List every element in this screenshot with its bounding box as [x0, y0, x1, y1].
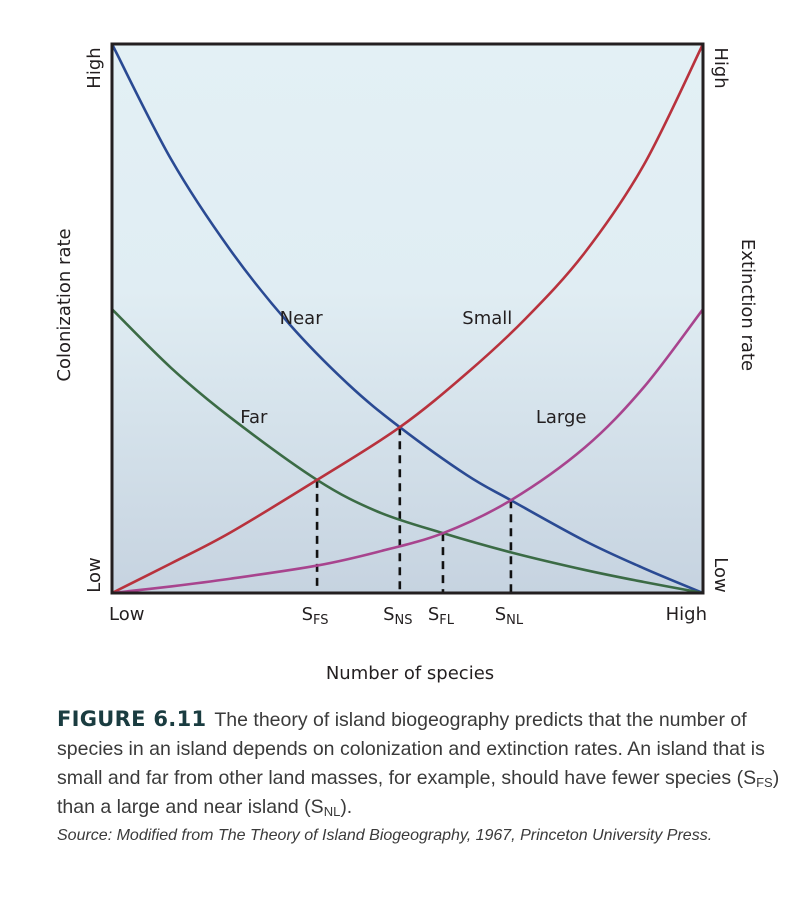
plot-background — [112, 44, 703, 593]
figure-caption: FIGURE 6.11 The theory of island biogeogr… — [57, 705, 797, 847]
curve-large — [111, 308, 705, 595]
caption-text-3: ). — [340, 796, 353, 818]
y-left-low-label: Low — [84, 557, 105, 592]
curve-label-small: Small — [462, 308, 512, 329]
y-left-high-label: High — [84, 47, 105, 88]
y-right-high-label: High — [710, 47, 731, 88]
caption-sfs-main: S — [743, 767, 757, 789]
curve-label-near: Near — [280, 308, 324, 329]
x-tick-labels: Low SFS SNS SFL SNL High — [109, 604, 707, 628]
x-tick-sfs: SFS — [302, 604, 329, 628]
x-tick-low: Low — [109, 604, 144, 625]
island-biogeography-chart: High Low Colonization rate High Low Exti… — [54, 42, 758, 684]
y-right-low-label: Low — [710, 557, 731, 592]
x-tick-sfl: SFL — [428, 604, 455, 628]
curve-far — [111, 308, 704, 595]
caption-text-2: ) than a large and near island ( — [57, 767, 780, 818]
curve-near — [110, 43, 704, 595]
caption-sfs-sub: FS — [756, 775, 773, 790]
x-tick-high: High — [666, 604, 707, 625]
curve-label-far: Far — [240, 407, 268, 428]
y-right-axis-title: Extinction rate — [737, 239, 758, 371]
caption-source: Source: Modified from The Theory of Isla… — [57, 827, 713, 844]
x-axis-title: Number of species — [326, 663, 494, 684]
plot-frame — [110, 42, 705, 595]
figure-label: FIGURE 6.11 — [57, 707, 207, 731]
curve-small — [111, 43, 705, 595]
caption-text-1: The theory of island biogeography predic… — [57, 709, 765, 789]
caption-snl-sub: NL — [323, 804, 341, 819]
curves — [110, 43, 705, 595]
curve-labels: Near Small Far Large — [240, 308, 586, 428]
x-tick-snl: SNL — [495, 604, 524, 628]
curve-label-large: Large — [536, 407, 587, 428]
equilibrium-lines — [315, 427, 513, 593]
caption-body: FIGURE 6.11 The theory of island biogeogr… — [57, 705, 797, 822]
x-tick-sns: SNS — [383, 604, 412, 628]
y-left-axis-title: Colonization rate — [54, 228, 75, 381]
caption-snl-main: S — [310, 796, 324, 818]
